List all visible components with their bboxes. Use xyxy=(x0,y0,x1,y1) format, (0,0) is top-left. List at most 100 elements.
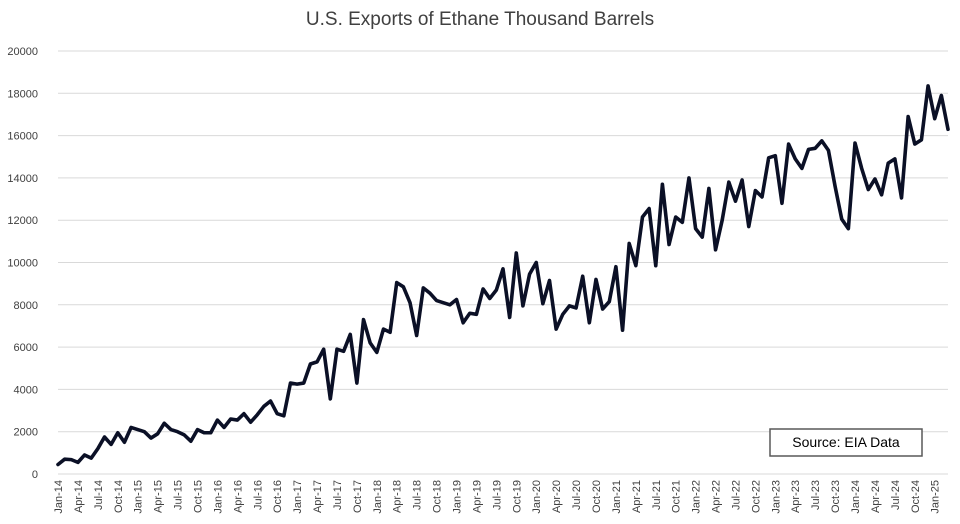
data-point xyxy=(389,331,391,334)
x-tick-label: Jan-22 xyxy=(691,480,703,514)
data-point xyxy=(741,179,744,181)
x-tick-label: Oct-20 xyxy=(591,480,603,513)
x-tick-label: Jan-15 xyxy=(133,480,145,514)
data-point xyxy=(163,422,166,425)
data-point xyxy=(276,412,279,415)
data-point xyxy=(482,288,484,290)
data-point xyxy=(714,248,717,251)
data-point xyxy=(568,304,571,307)
data-point xyxy=(887,162,890,164)
data-point xyxy=(429,292,431,295)
data-point xyxy=(203,431,206,434)
x-tick-label: Apr-23 xyxy=(790,480,802,513)
x-tick-label: Apr-16 xyxy=(232,480,244,513)
x-tick-label: Jan-25 xyxy=(930,480,942,514)
data-point xyxy=(721,219,724,222)
x-tick-label: Jan-14 xyxy=(53,480,65,514)
data-point xyxy=(820,139,823,142)
x-tick-label: Jan-23 xyxy=(770,480,782,514)
data-point xyxy=(130,426,132,429)
data-point xyxy=(654,264,657,267)
data-point xyxy=(548,279,551,282)
y-tick-label: 8000 xyxy=(14,300,38,312)
data-point xyxy=(116,431,119,434)
data-point xyxy=(541,302,544,305)
data-point xyxy=(900,197,903,199)
data-point xyxy=(223,426,225,429)
data-point xyxy=(927,84,929,87)
data-point xyxy=(57,463,59,466)
gridlines xyxy=(58,50,948,475)
data-point xyxy=(183,433,186,436)
x-tick-label: Oct-17 xyxy=(352,480,364,513)
data-point xyxy=(329,398,332,400)
data-point xyxy=(455,298,458,301)
y-tick-label: 18000 xyxy=(7,88,38,100)
x-tick-label: Apr-22 xyxy=(711,480,723,513)
data-point xyxy=(309,363,312,365)
x-tick-label: Apr-15 xyxy=(153,480,165,513)
x-tick-label: Apr-14 xyxy=(73,480,85,513)
data-point xyxy=(269,400,272,402)
data-point xyxy=(854,142,856,144)
data-point xyxy=(535,261,538,264)
data-point xyxy=(615,265,617,268)
x-tick-label: Jan-17 xyxy=(292,480,304,514)
data-point xyxy=(236,419,239,421)
y-tick-label: 14000 xyxy=(7,173,38,185)
data-point xyxy=(349,333,352,336)
data-point xyxy=(322,348,325,351)
data-point xyxy=(834,185,836,188)
data-point xyxy=(243,412,245,415)
data-point xyxy=(395,281,398,284)
data-point xyxy=(874,178,876,180)
data-point xyxy=(442,301,445,304)
data-point xyxy=(63,458,66,461)
x-tick-label: Jul-23 xyxy=(810,480,822,510)
data-point xyxy=(754,189,757,192)
series-line xyxy=(56,84,950,467)
data-point xyxy=(814,147,817,150)
source-annotation: Source: EIA Data xyxy=(769,428,923,457)
data-point xyxy=(209,431,212,434)
data-point xyxy=(123,441,126,444)
data-point xyxy=(170,428,172,431)
x-tick-label: Oct-16 xyxy=(272,480,284,513)
data-point xyxy=(674,216,677,218)
data-point xyxy=(176,430,179,433)
data-point xyxy=(90,457,93,460)
data-point xyxy=(415,334,418,337)
x-tick-label: Apr-24 xyxy=(870,480,882,513)
x-tick-label: Oct-14 xyxy=(113,480,125,513)
data-point xyxy=(913,143,916,145)
series-layer xyxy=(56,84,950,467)
x-tick-label: Jul-19 xyxy=(491,480,503,510)
data-point xyxy=(462,321,465,324)
data-point xyxy=(96,447,99,450)
x-tick-label: Apr-20 xyxy=(551,480,563,513)
data-point xyxy=(774,154,777,157)
x-tick-label: Jul-16 xyxy=(252,480,264,510)
data-point xyxy=(933,117,936,120)
data-point xyxy=(701,236,704,239)
x-tick-label: Oct-15 xyxy=(192,480,204,513)
x-tick-label: Jan-20 xyxy=(531,480,543,514)
data-point xyxy=(661,183,664,186)
data-point xyxy=(475,313,478,316)
data-point xyxy=(787,143,790,145)
x-tick-label: Jul-22 xyxy=(730,480,742,510)
data-point xyxy=(249,421,252,424)
x-tick-label: Oct-18 xyxy=(432,480,444,513)
y-tick-label: 10000 xyxy=(7,258,38,270)
data-point xyxy=(143,430,146,433)
data-point xyxy=(435,299,438,302)
data-point xyxy=(694,227,697,230)
data-point xyxy=(867,188,870,191)
data-point xyxy=(289,382,292,384)
data-point xyxy=(681,221,684,224)
data-point xyxy=(528,273,531,276)
data-point xyxy=(767,156,770,159)
chart-title: U.S. Exports of Ethane Thousand Barrels xyxy=(306,9,654,30)
x-tick-label: Jan-19 xyxy=(452,480,464,514)
